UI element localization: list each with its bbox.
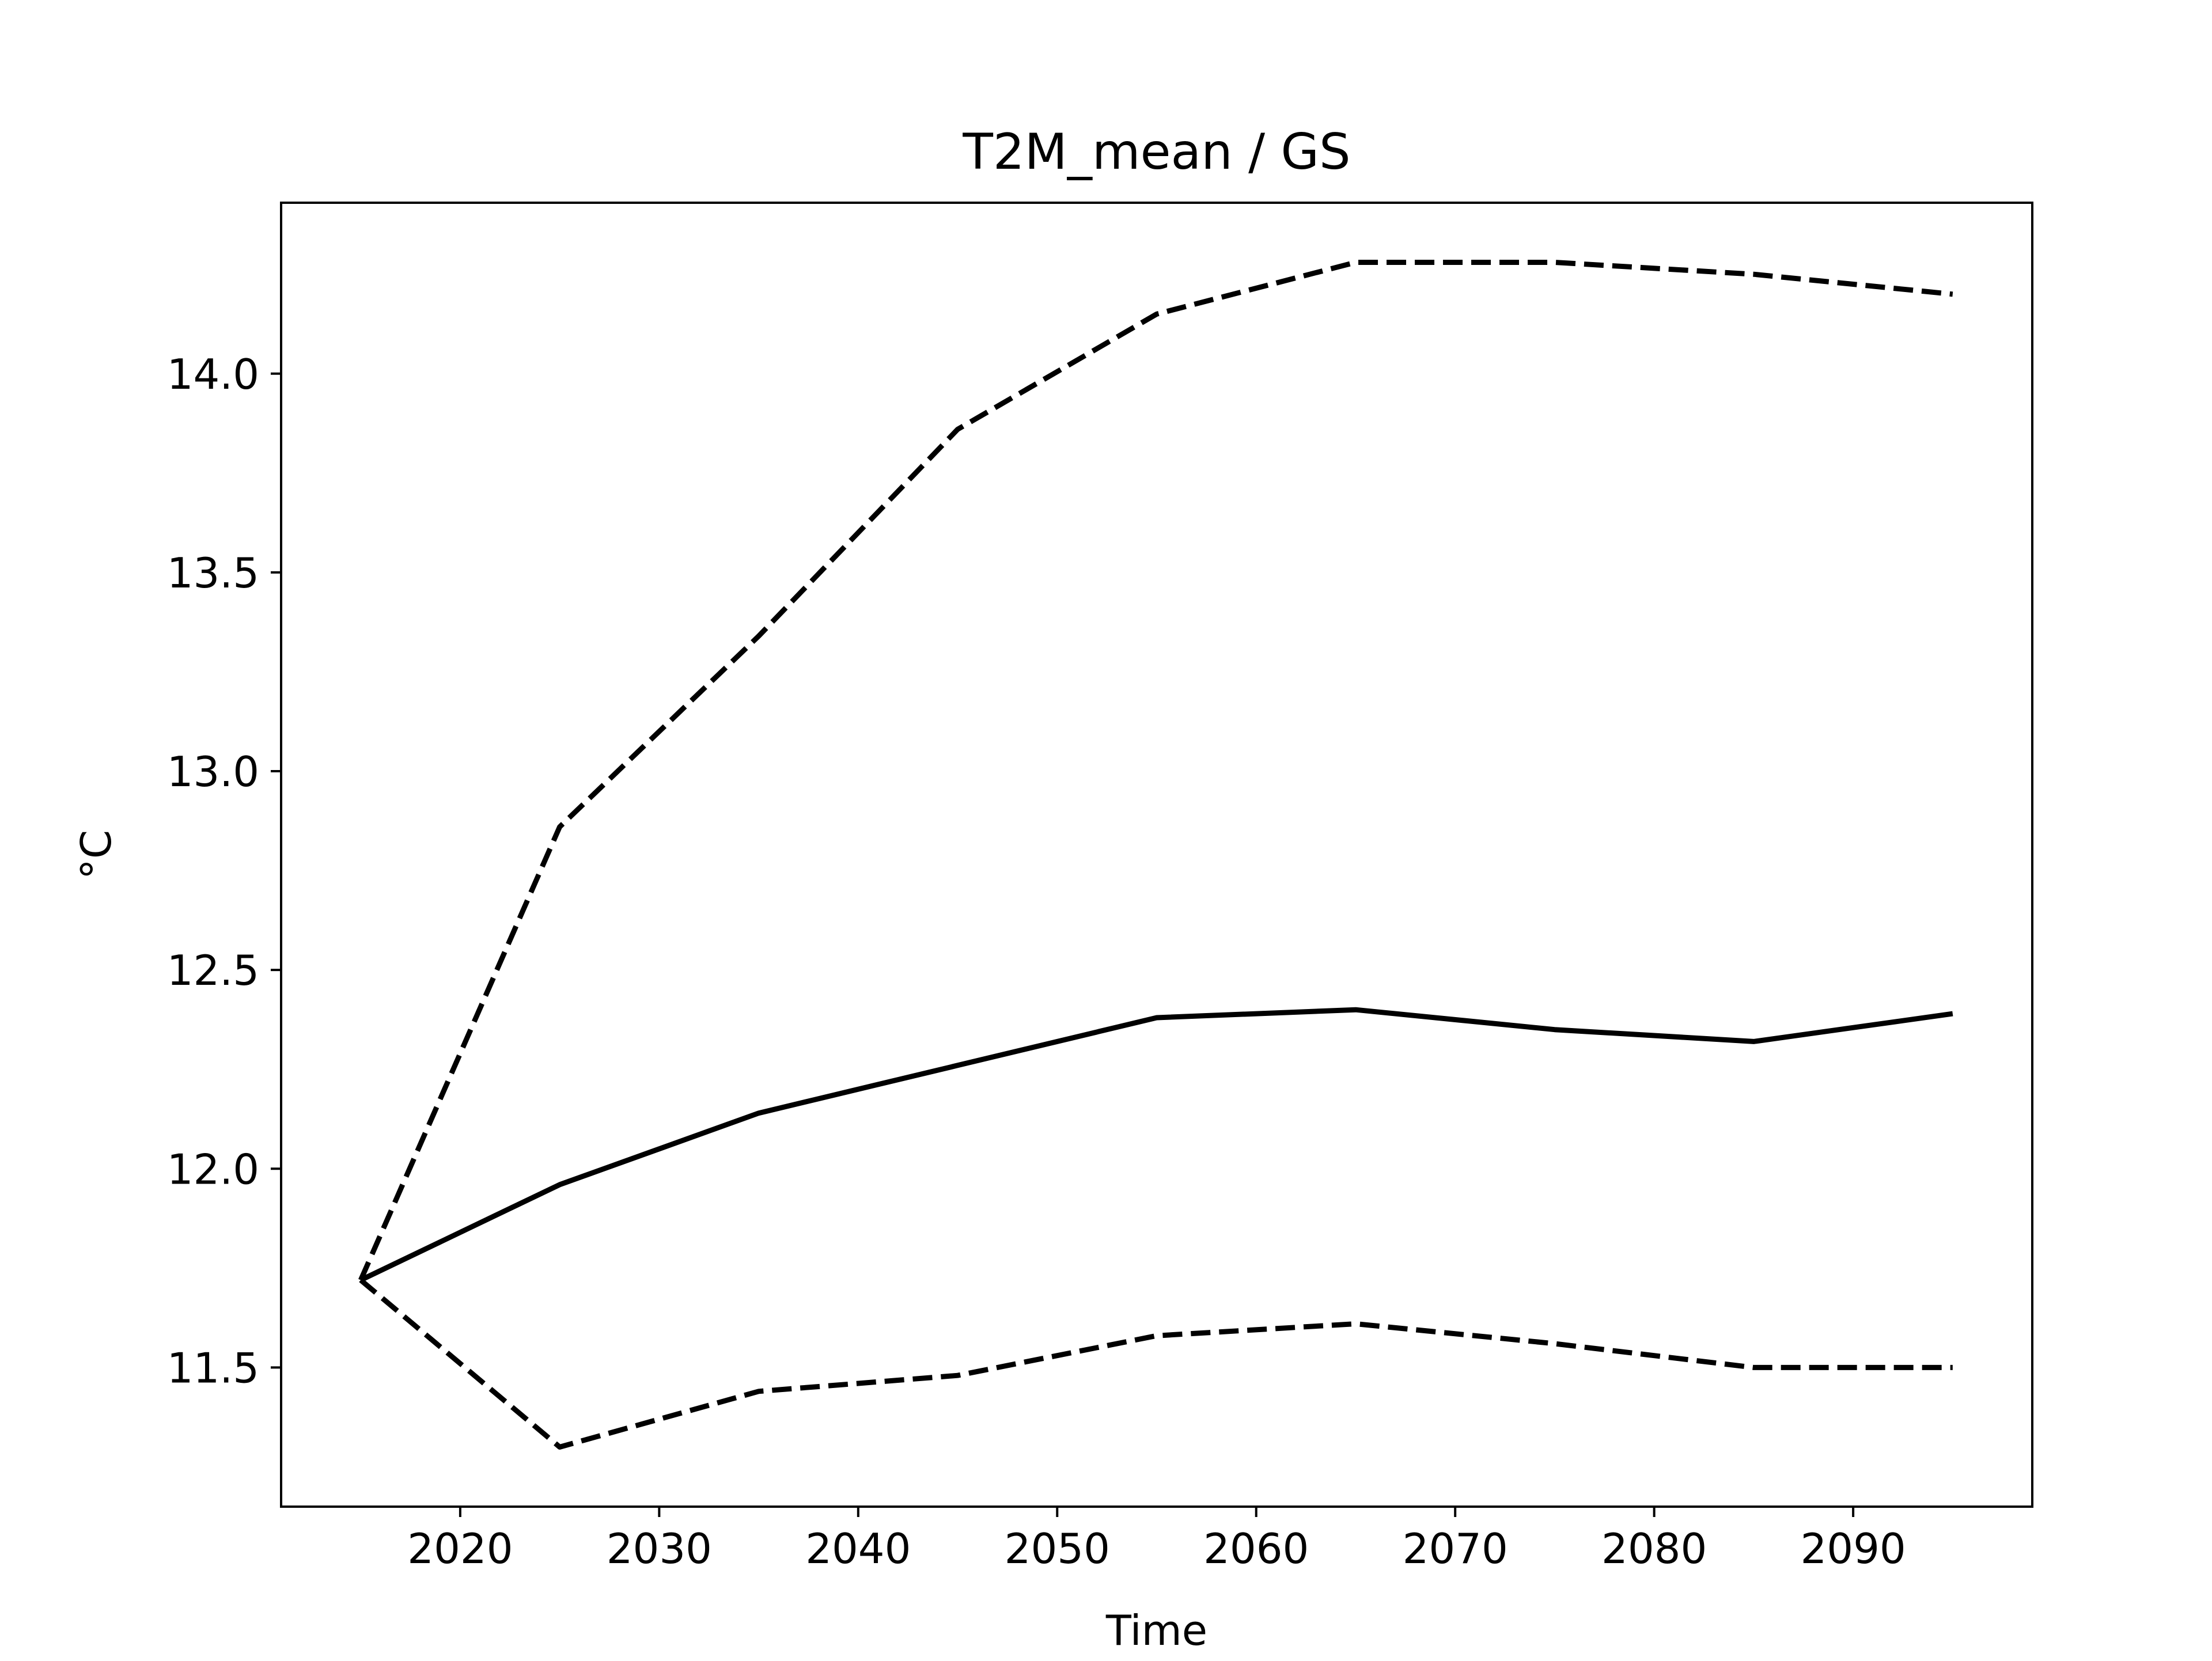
- upper-bound-series-line-point: [1156, 313, 1157, 314]
- x-tick-label: 2030: [607, 1525, 712, 1573]
- upper-bound-series-line-point: [1952, 294, 1953, 295]
- lower-bound-series-line-point: [1156, 1335, 1157, 1336]
- upper-bound-series-line-point: [957, 428, 959, 430]
- x-tick-label: 2080: [1601, 1525, 1707, 1573]
- y-tick-label: 13.0: [167, 748, 259, 796]
- mean-series-line-point: [559, 1184, 560, 1185]
- lower-bound-series-line-point: [957, 1375, 959, 1376]
- lower-bound-series-line-point: [360, 1280, 361, 1281]
- plot-frame: [280, 202, 2033, 1508]
- x-axis: 2020 2030 2040 2050 2060 2070 2080 2090: [407, 1507, 1906, 1573]
- x-tick-label: 2070: [1403, 1525, 1508, 1573]
- y-tick-label: 11.5: [167, 1344, 259, 1392]
- y-tick-label: 13.5: [167, 549, 259, 597]
- mean-series-line-point: [1554, 1029, 1555, 1030]
- x-axis-label: Time: [1105, 1606, 1207, 1655]
- lower-bound-series-line-point: [1753, 1367, 1754, 1368]
- x-tick-label: 2060: [1203, 1525, 1309, 1573]
- lower-bound-series-line-point: [1952, 1367, 1953, 1368]
- mean-series-line-point: [1355, 1009, 1356, 1010]
- upper-bound-series-line-point: [1753, 274, 1754, 275]
- lower-bound-series-line-point: [758, 1391, 759, 1392]
- series-layer: [358, 260, 1953, 1450]
- x-tick-label: 2090: [1800, 1525, 1906, 1573]
- chart-title: T2M_mean / GS: [962, 123, 1350, 181]
- lower-bound-series-line-point: [1554, 1343, 1555, 1344]
- upper-bound-series-line-point: [1554, 262, 1555, 263]
- x-tick-label: 2050: [1005, 1525, 1110, 1573]
- mean-series-line-point: [1952, 1013, 1953, 1014]
- x-tick-label: 2020: [407, 1525, 513, 1573]
- lower-bound-series-line-point: [559, 1446, 560, 1447]
- y-tick-label: 14.0: [167, 350, 259, 399]
- x-tick-label: 2040: [805, 1525, 911, 1573]
- lower-bound-series-line: [359, 1278, 1953, 1450]
- upper-bound-series-line-point: [1355, 262, 1356, 263]
- y-axis-label: °C: [72, 830, 120, 879]
- upper-bound-series-line-point: [758, 635, 759, 636]
- y-tick-label: 12.5: [167, 946, 259, 995]
- lower-bound-series-line-point: [1355, 1323, 1356, 1324]
- y-axis: 11.5 12.0 12.5 13.0 13.5 14.0: [167, 350, 281, 1392]
- mean-series-line-point: [1156, 1017, 1157, 1018]
- mean-series-line-point: [1753, 1041, 1754, 1042]
- mean-series-line: [359, 1007, 1953, 1283]
- upper-bound-series-line-point: [559, 826, 560, 828]
- mean-series-line-point: [957, 1065, 959, 1066]
- y-tick-label: 12.0: [167, 1145, 259, 1193]
- upper-bound-series-line: [358, 260, 1953, 1281]
- mean-series-line-point: [758, 1113, 759, 1114]
